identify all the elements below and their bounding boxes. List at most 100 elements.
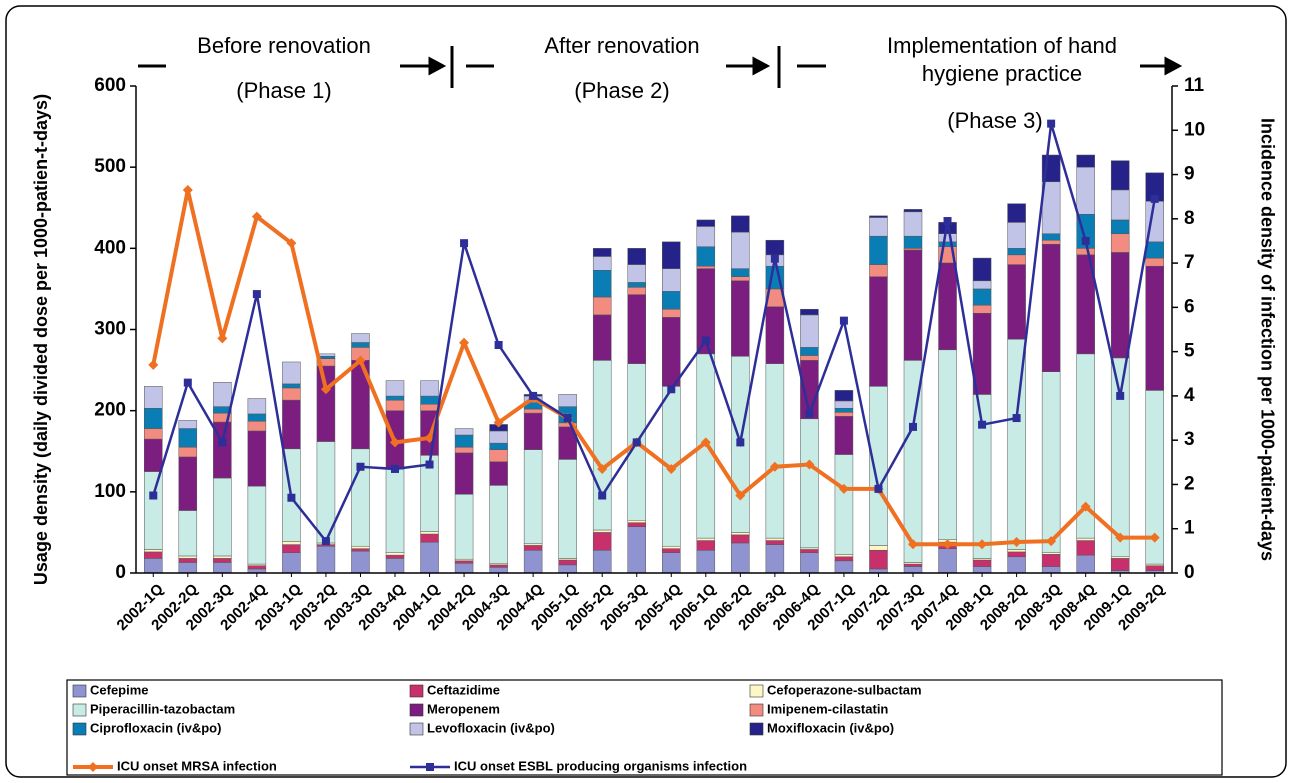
bar-segment [972,288,992,306]
line-marker [149,491,158,500]
bar-segment [592,296,612,316]
bar-segment [454,560,474,564]
bar-segment [938,262,957,351]
legend-label: Meropenem [427,701,500,716]
bar-segment [731,280,750,357]
bar-segment [1110,357,1130,558]
bar-segment [144,558,163,574]
bar-segment [247,565,267,570]
bar-segment [800,418,819,549]
bar-segment [800,355,819,361]
bar-segment [592,256,612,271]
bar-segment [282,383,301,389]
line-marker [1115,532,1126,543]
bar-segment [731,542,750,574]
bar-segment [351,333,370,343]
line-marker [874,484,883,493]
bar-segment [144,386,163,409]
legend-swatch [749,684,764,698]
bar-segment [662,317,681,387]
bar-segment [869,550,888,570]
bar-segment [696,265,716,269]
bar-segment [351,548,370,552]
line-marker [252,290,261,299]
bar-segment [627,248,646,265]
bar-segment [178,562,198,574]
line-marker [287,493,296,502]
legend-swatch [426,763,434,771]
y-tick-label: 200 [94,400,126,421]
frame [5,5,1287,778]
bar-segment [696,537,716,541]
bar-segment [592,269,612,298]
bar-segment [1076,166,1095,215]
bar-segment [558,559,577,566]
bar-segment [938,233,957,243]
bar-segment [1007,203,1026,223]
bar-segment [696,246,716,267]
bar-segment [282,541,301,545]
line-marker [286,238,297,249]
bar-segment [800,314,819,348]
bar-segment [903,235,923,249]
bar-segment [558,459,577,559]
legend-swatch [409,684,424,698]
bar-segment [1041,233,1061,241]
bar-segment [903,566,923,574]
bar-segment [144,407,163,429]
bar-segment [662,241,681,269]
bar-segment [627,282,646,288]
line-marker [597,463,608,474]
line-marker [700,437,711,448]
line-marker [908,539,918,550]
bar-segment [903,563,923,567]
bar-segment [316,545,336,574]
bar-segment [420,531,439,535]
line-marker [459,337,470,348]
bar-segment [903,211,923,237]
bar-segment [178,428,198,448]
bar-segment [869,264,888,277]
bar-segment [385,468,405,553]
bar-segment [1007,264,1026,340]
bar-segment [834,554,854,558]
bar-segment [178,456,198,511]
bar-segment [523,449,543,545]
bar-segment [178,558,198,563]
bar-segment [662,291,681,310]
annotation: hygiene practice [922,61,1082,86]
bar-segment [144,549,163,553]
bar-segment [627,526,646,574]
bar-segment [627,519,646,523]
bar-segment [523,408,543,414]
y2-tick-label: 0 [1184,562,1195,583]
line-marker [1149,532,1160,543]
bar-segment [247,413,267,422]
bar-segment [765,537,785,541]
line-marker [460,239,469,248]
line-marker [218,438,227,447]
bar-segment [592,248,612,257]
y2-tick-label: 8 [1184,208,1195,229]
line-marker [355,355,366,366]
bar-segment [592,360,612,531]
bar-segment [765,540,785,545]
bar-segment [869,276,888,387]
bar-segment [731,532,750,536]
line-marker [390,437,400,448]
bar-segment [1041,371,1061,553]
annotation: (Phase 1) [236,78,331,103]
bar-segment [1145,265,1164,391]
bar-segment [834,400,854,409]
bar-segment [938,349,957,540]
bar-segment [144,428,163,440]
line-marker [494,340,503,349]
bar-segment [454,563,474,574]
annotation: After renovation [544,33,699,58]
legend-label: Cefepime [90,682,149,697]
line-marker [320,384,331,395]
line [151,189,1155,547]
y-tick-label: 300 [94,319,126,340]
y2-tick-label: 6 [1184,296,1195,317]
bar-segment [972,304,992,314]
